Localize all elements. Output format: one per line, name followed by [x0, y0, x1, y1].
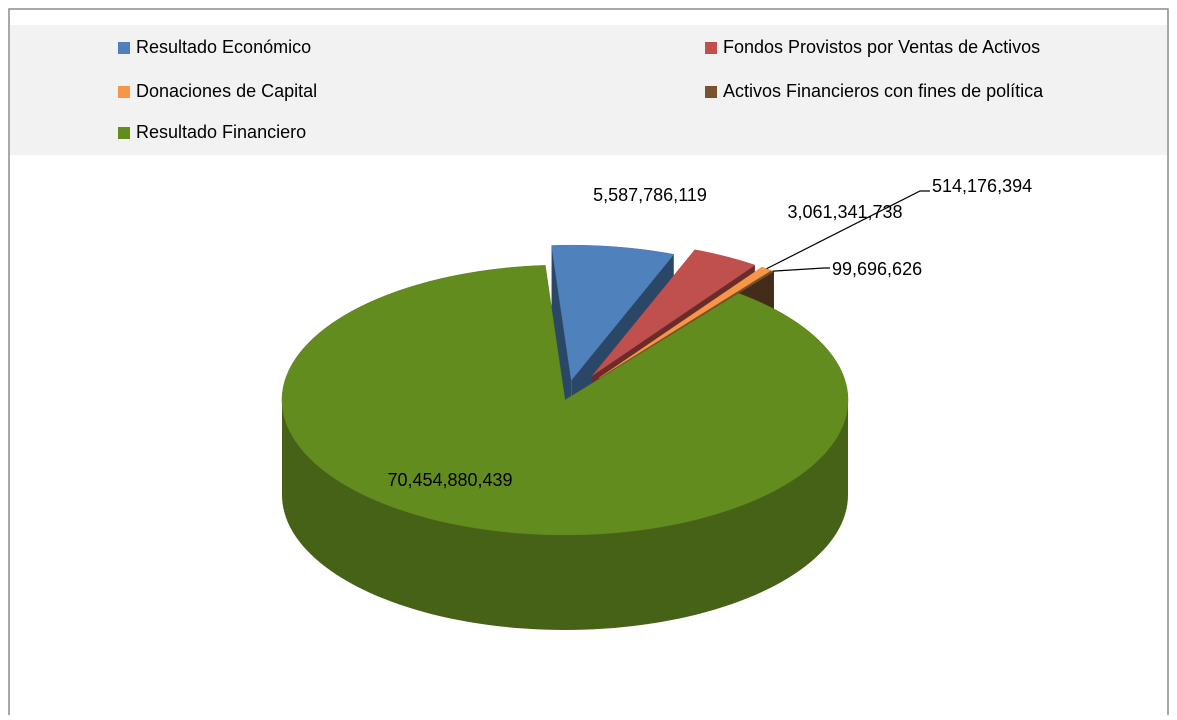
slice-side: [282, 400, 848, 630]
legend-swatch: [705, 42, 717, 54]
data-label: 3,061,341,738: [787, 202, 902, 222]
legend-background: [10, 25, 1167, 155]
legend-swatch: [118, 127, 130, 139]
slice: [281, 265, 849, 536]
legend-swatch: [118, 42, 130, 54]
chart-frame: [8, 8, 1169, 715]
leader-line: [766, 190, 930, 270]
legend-label: Donaciones de Capital: [136, 81, 317, 101]
legend-swatch: [118, 86, 130, 98]
slice: [592, 249, 756, 376]
data-label: 99,696,626: [832, 259, 922, 279]
legend-label: Resultado Económico: [136, 37, 311, 57]
legend-label: Resultado Financiero: [136, 122, 306, 142]
legend-label: Activos Financieros con fines de polític…: [723, 81, 1044, 101]
leader-line: [773, 267, 830, 272]
legend-swatch: [705, 86, 717, 98]
data-label: 70,454,880,439: [387, 470, 512, 490]
slice: [551, 244, 675, 381]
data-label: 514,176,394: [932, 176, 1032, 196]
legend-label: Fondos Provistos por Ventas de Activos: [723, 37, 1040, 57]
data-label: 5,587,786,119: [593, 185, 707, 205]
